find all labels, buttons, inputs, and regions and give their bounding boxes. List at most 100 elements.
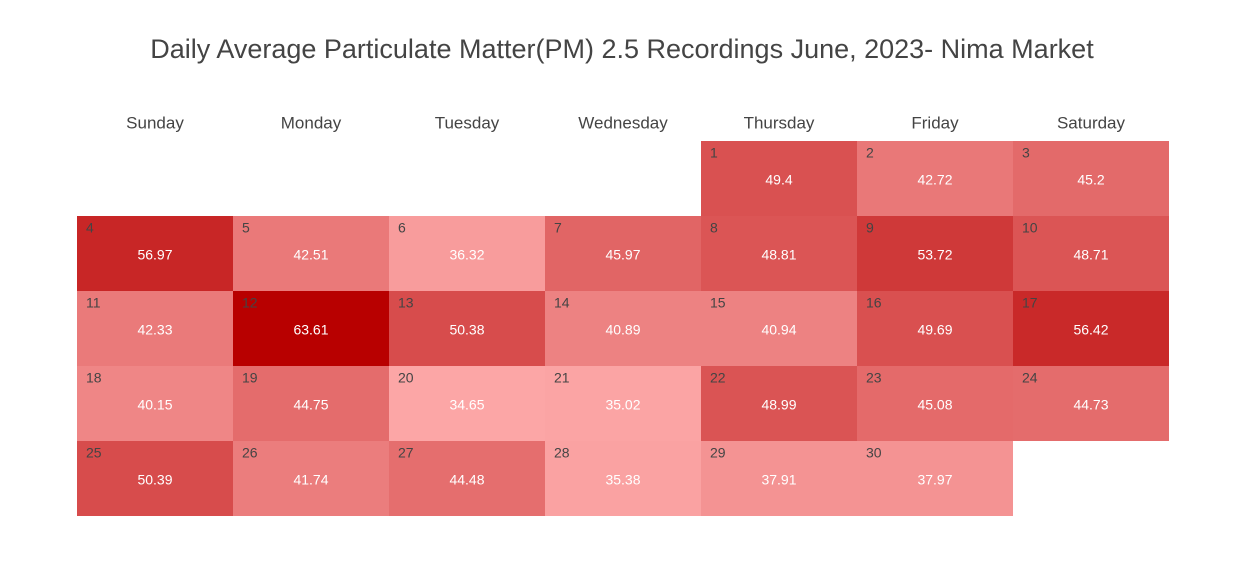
day-number-label: 8 [710,220,718,236]
heatmap-cell-day-3: 345.2 [1013,141,1169,216]
day-number-label: 19 [242,370,258,386]
day-number-label: 26 [242,445,258,461]
value-label: 50.39 [137,472,172,488]
heatmap-cell-rect [77,366,233,441]
heatmap-cell-rect [1013,216,1169,291]
heatmap-cell-day-28: 28 35.38 [545,441,701,516]
day-number-label: 29 [710,445,726,461]
heatmap-cell-day-4: 456.97 [77,216,233,291]
value-label: 56.42 [1073,322,1108,338]
value-label: 37.91 [761,472,796,488]
heatmap-cell-rect [233,366,389,441]
heatmap-cell-day-20: 20 34.65 [389,366,545,441]
heatmap-cell-rect [857,441,1013,516]
heatmap-cell-rect [77,216,233,291]
heatmap-cell-day-10: 10 48.71 [1013,216,1169,291]
value-label: 44.73 [1073,397,1108,413]
heatmap-cell-day-16: 16 49.69 [857,291,1013,366]
heatmap-cell-day-14: 14 40.89 [545,291,701,366]
heatmap-cell-day-12: 12 63.61 [233,291,389,366]
day-number-label: 14 [554,295,570,311]
day-number-label: 4 [86,220,94,236]
heatmap-cell-rect [545,441,701,516]
heatmap-cell-day-26: 26 41.74 [233,441,389,516]
value-label: 44.75 [293,397,328,413]
day-number-label: 16 [866,295,882,311]
day-number-label: 11 [86,295,101,311]
value-label: 40.94 [761,322,796,338]
heatmap-cell-rect [233,441,389,516]
heatmap-cell-rect [857,366,1013,441]
heatmap-cell-day-21: 21 35.02 [545,366,701,441]
value-label: 36.32 [449,247,484,263]
value-label: 48.81 [761,247,796,263]
heatmap-cell-rect [701,441,857,516]
heatmap-cell-rect [701,366,857,441]
heatmap-cell-day-24: 24 44.73 [1013,366,1169,441]
day-number-label: 20 [398,370,414,386]
value-label: 48.71 [1073,247,1108,263]
heatmap-cell-rect [389,291,545,366]
heatmap-cell-rect [77,291,233,366]
heatmap-cell-day-2: 242.72 [857,141,1013,216]
heatmap-cell-day-15: 15 40.94 [701,291,857,366]
value-label: 48.99 [761,397,796,413]
heatmap-cell-day-29: 29 37.91 [701,441,857,516]
value-label: 42.72 [917,172,952,188]
heatmap-cell-rect [1013,291,1169,366]
heatmap-cell-day-22: 22 48.99 [701,366,857,441]
heatmap-cell-rect [857,216,1013,291]
value-label: 41.74 [293,472,328,488]
value-label: 42.51 [293,247,328,263]
weekday-header-saturday: Saturday [1057,113,1126,132]
heatmap-cell-rect [1013,366,1169,441]
weekday-header-wednesday: Wednesday [578,113,668,132]
heatmap-cell-rect [545,216,701,291]
heatmap-cell-day-7: 745.97 [545,216,701,291]
heatmap-cell-day-11: 11 42.33 [77,291,233,366]
heatmap-cell-day-8: 848.81 [701,216,857,291]
value-label: 56.97 [137,247,172,263]
heatmap-cell-day-18: 18 40.15 [77,366,233,441]
heatmap-cell-rect [233,291,389,366]
day-number-label: 18 [86,370,102,386]
day-number-label: 23 [866,370,882,386]
heatmap-cell-day-23: 23 45.08 [857,366,1013,441]
heatmap-cell-day-25: 25 50.39 [77,441,233,516]
day-number-label: 27 [398,445,414,461]
weekday-header-sunday: Sunday [126,113,184,132]
day-number-label: 1 [710,145,718,161]
value-label: 44.48 [449,472,484,488]
weekday-header-thursday: Thursday [744,113,815,132]
heatmap-cell-rect [701,216,857,291]
day-number-label: 25 [86,445,102,461]
day-number-label: 22 [710,370,726,386]
heatmap-cell-rect [389,441,545,516]
value-label: 49.69 [917,322,952,338]
day-number-label: 5 [242,220,250,236]
chart-title: Daily Average Particulate Matter(PM) 2.5… [150,34,1094,64]
day-number-label: 30 [866,445,882,461]
heatmap-cell-day-30: 30 37.97 [857,441,1013,516]
heatmap-cell-rect [545,291,701,366]
value-label: 37.97 [917,472,952,488]
day-number-label: 7 [554,220,562,236]
heatmap-cell-day-13: 13 50.38 [389,291,545,366]
heatmap-cell-rect [77,441,233,516]
value-label: 50.38 [449,322,484,338]
heatmap-cell-day-1: 149.4 [701,141,857,216]
heatmap-cell-day-19: 19 44.75 [233,366,389,441]
value-label: 49.4 [765,172,792,188]
day-number-label: 2 [866,145,874,161]
value-label: 63.61 [293,322,328,338]
weekday-header-tuesday: Tuesday [435,113,500,132]
day-number-label: 17 [1022,295,1038,311]
day-number-label: 21 [554,370,570,386]
weekday-header-monday: Monday [281,113,342,132]
day-number-label: 6 [398,220,406,236]
value-label: 40.15 [137,397,172,413]
heatmap-cell-day-6: 636.32 [389,216,545,291]
heatmap-cell-rect [857,141,1013,216]
value-label: 45.08 [917,397,952,413]
